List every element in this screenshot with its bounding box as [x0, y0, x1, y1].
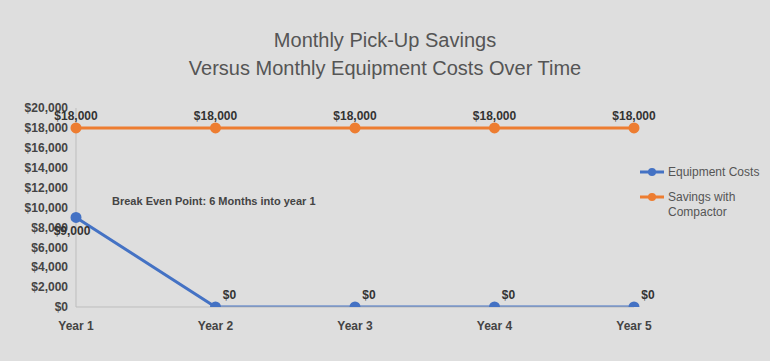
svg-text:$20,000: $20,000	[24, 101, 68, 116]
svg-text:$14,000: $14,000	[25, 161, 69, 175]
svg-text:$18,000: $18,000	[54, 109, 98, 123]
svg-text:$18,000: $18,000	[612, 109, 656, 123]
svg-text:$10,000: $10,000	[25, 201, 69, 215]
svg-text:$0: $0	[641, 288, 655, 302]
svg-text:$0: $0	[55, 300, 69, 314]
svg-text:Year 1: Year 1	[58, 319, 94, 333]
svg-text:Year 3: Year 3	[337, 319, 373, 333]
svg-text:$18,000: $18,000	[25, 121, 69, 135]
svg-text:$8,000: $8,000	[31, 220, 68, 235]
svg-text:$4,000: $4,000	[31, 260, 68, 274]
svg-text:$12,000: $12,000	[25, 181, 69, 195]
html-text:Break Even Point: 6 Months int: Break Even Point: 6 Months into year 1	[112, 195, 316, 207]
html-text:Equipment Costs: Equipment Costs	[668, 165, 760, 179]
svg-text:$0: $0	[223, 288, 237, 302]
svg-text:$2,000: $2,000	[31, 280, 68, 294]
svg-text:Year 2: Year 2	[198, 319, 234, 333]
svg-text:$6,000: $6,000	[31, 241, 68, 255]
svg-text:Year 5: Year 5	[616, 319, 652, 333]
html-text:Savings with Compactor: Savings with Compactor	[668, 190, 736, 219]
html-text:Monthly Pick-Up Savings: Monthly Pick-Up Savings	[273, 29, 497, 51]
svg-text:$18,000: $18,000	[473, 109, 517, 123]
svg-text:$9,000: $9,000	[54, 224, 91, 238]
svg-text:$0: $0	[362, 288, 376, 302]
svg-text:$18,000: $18,000	[194, 109, 238, 123]
svg-text:$0: $0	[502, 288, 516, 302]
svg-text:$16,000: $16,000	[25, 141, 69, 155]
html-text:Versus Monthly Equipment Costs: Versus Monthly Equipment Costs Over Time	[188, 57, 582, 79]
svg-text:$18,000: $18,000	[333, 109, 377, 123]
svg-text:Year 4: Year 4	[477, 319, 513, 333]
